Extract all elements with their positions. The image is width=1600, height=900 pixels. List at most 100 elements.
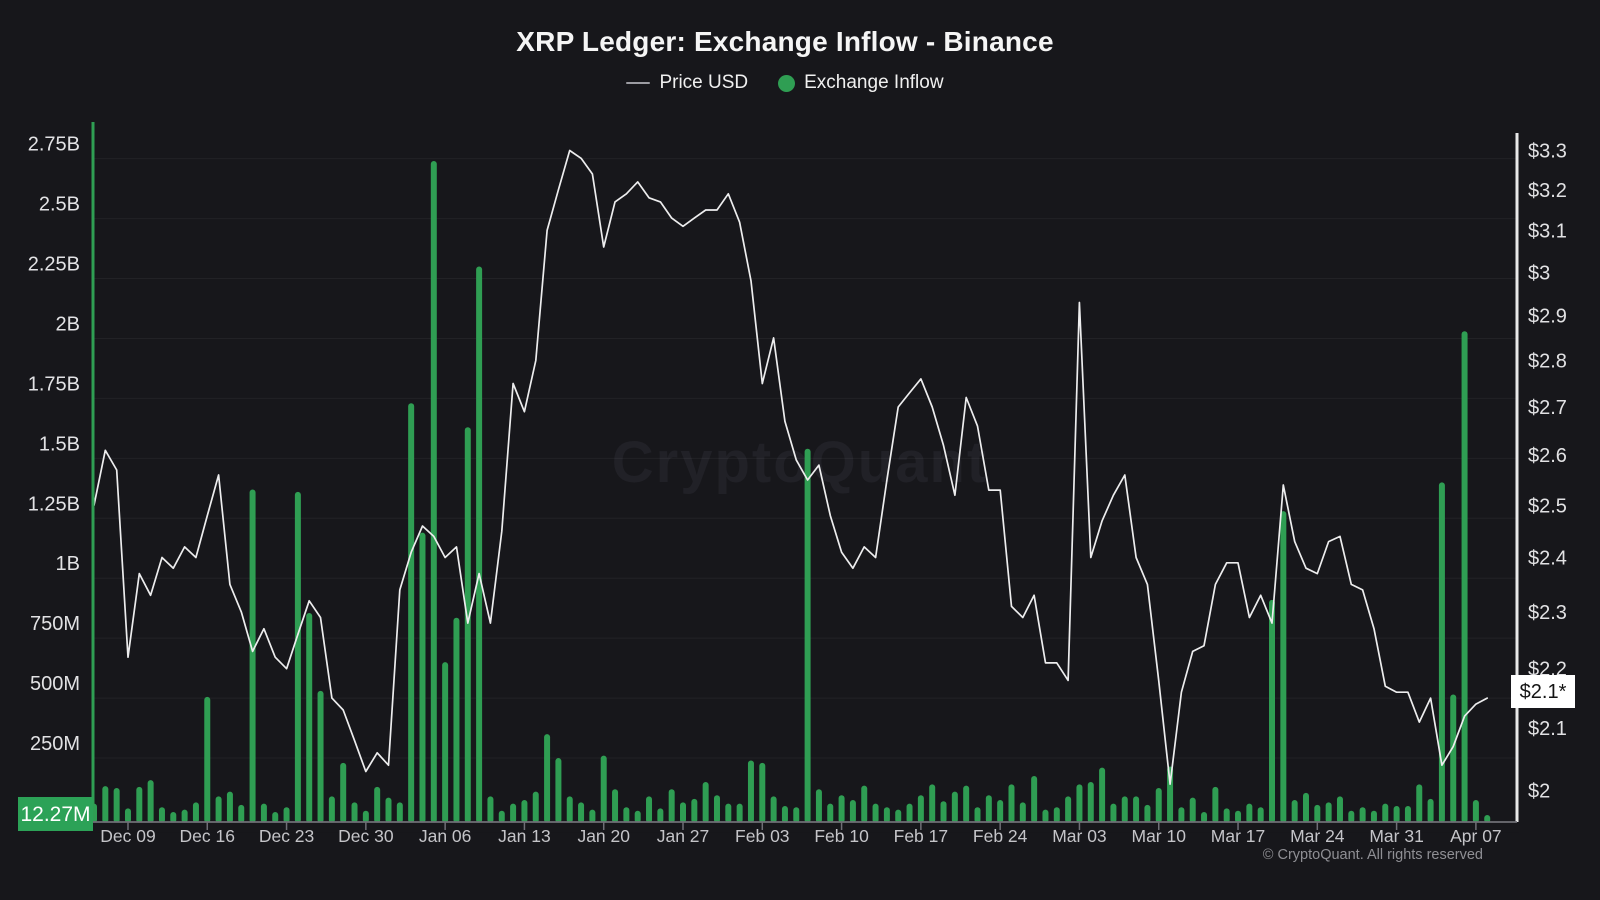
inflow-bar[interactable] — [555, 758, 562, 823]
inflow-bar[interactable] — [1019, 802, 1026, 823]
inflow-bar[interactable] — [1076, 784, 1083, 823]
price-line[interactable] — [93, 149, 1489, 786]
inflow-bar[interactable] — [1427, 798, 1434, 823]
inflow-bar[interactable] — [317, 690, 324, 823]
inflow-bar[interactable] — [351, 802, 358, 823]
inflow-bar[interactable] — [883, 807, 890, 823]
inflow-bar[interactable] — [430, 161, 437, 823]
inflow-bar[interactable] — [1065, 796, 1072, 823]
inflow-bar[interactable] — [1133, 796, 1140, 823]
inflow-bar[interactable] — [623, 807, 630, 823]
inflow-bar[interactable] — [408, 403, 415, 823]
inflow-bar[interactable] — [340, 762, 347, 823]
inflow-bar[interactable] — [238, 804, 245, 823]
legend-item-price[interactable]: Price USD — [626, 72, 748, 94]
inflow-bar[interactable] — [464, 427, 471, 823]
inflow-bar[interactable] — [102, 786, 109, 823]
inflow-bar[interactable] — [510, 803, 517, 823]
inflow-bar[interactable] — [181, 809, 188, 823]
inflow-bar[interactable] — [1370, 810, 1377, 823]
inflow-bar[interactable] — [419, 532, 426, 823]
inflow-bar[interactable] — [680, 802, 687, 823]
inflow-bar[interactable] — [985, 795, 992, 823]
inflow-bar[interactable] — [1257, 807, 1264, 823]
inflow-bar[interactable] — [544, 734, 551, 823]
inflow-bar[interactable] — [1348, 810, 1355, 823]
inflow-bar[interactable] — [453, 617, 460, 823]
inflow-bar[interactable] — [1189, 797, 1196, 823]
inflow-bar[interactable] — [1053, 807, 1060, 823]
inflow-bar[interactable] — [827, 803, 834, 823]
inflow-bar[interactable] — [849, 800, 856, 823]
inflow-bar[interactable] — [476, 266, 483, 823]
inflow-bar[interactable] — [226, 791, 233, 823]
inflow-bar[interactable] — [612, 789, 619, 823]
inflow-bar[interactable] — [668, 789, 675, 823]
inflow-bar[interactable] — [1155, 788, 1162, 823]
inflow-bar[interactable] — [158, 807, 165, 823]
inflow-bar[interactable] — [521, 800, 528, 823]
inflow-bar[interactable] — [1223, 808, 1230, 823]
inflow-bar[interactable] — [781, 806, 788, 823]
inflow-bar[interactable] — [1438, 482, 1445, 823]
inflow-bar[interactable] — [1212, 786, 1219, 823]
inflow-bar[interactable] — [1121, 796, 1128, 823]
inflow-bar[interactable] — [747, 760, 754, 823]
inflow-bar[interactable] — [294, 491, 301, 823]
inflow-bar[interactable] — [1178, 807, 1185, 823]
inflow-bar[interactable] — [113, 788, 120, 823]
inflow-bar[interactable] — [1144, 804, 1151, 823]
inflow-bar[interactable] — [589, 809, 596, 823]
inflow-bar[interactable] — [1031, 776, 1038, 823]
inflow-bar[interactable] — [691, 798, 698, 823]
inflow-bar[interactable] — [192, 802, 199, 823]
inflow-bar[interactable] — [974, 807, 981, 823]
inflow-bar[interactable] — [306, 613, 313, 823]
inflow-bar[interactable] — [532, 791, 539, 823]
inflow-bar[interactable] — [170, 812, 177, 823]
inflow-bar[interactable] — [578, 802, 585, 823]
inflow-bar[interactable] — [1291, 800, 1298, 823]
legend-item-inflow[interactable]: Exchange Inflow — [778, 72, 944, 94]
inflow-bar[interactable] — [1280, 511, 1287, 823]
inflow-bar[interactable] — [260, 803, 267, 823]
inflow-bar[interactable] — [1235, 810, 1242, 823]
inflow-bar[interactable] — [646, 796, 653, 823]
inflow-bar[interactable] — [272, 812, 279, 823]
inflow-bar[interactable] — [872, 803, 879, 823]
inflow-bar[interactable] — [1314, 804, 1321, 823]
inflow-bar[interactable] — [1246, 803, 1253, 823]
inflow-bar[interactable] — [702, 782, 709, 823]
inflow-bar[interactable] — [1302, 792, 1309, 823]
inflow-bar[interactable] — [736, 803, 743, 823]
inflow-bar[interactable] — [1336, 796, 1343, 823]
inflow-bar[interactable] — [1042, 809, 1049, 823]
inflow-bar[interactable] — [1393, 806, 1400, 823]
inflow-bar[interactable] — [1110, 803, 1117, 823]
inflow-bar[interactable] — [770, 796, 777, 823]
inflow-bar[interactable] — [1087, 782, 1094, 823]
inflow-bar[interactable] — [1008, 784, 1015, 823]
inflow-bar[interactable] — [1359, 807, 1366, 823]
inflow-bar[interactable] — [895, 809, 902, 823]
inflow-bar[interactable] — [793, 807, 800, 823]
inflow-bar[interactable] — [815, 789, 822, 823]
inflow-bar[interactable] — [1099, 767, 1106, 823]
inflow-bar[interactable] — [951, 791, 958, 823]
inflow-bar[interactable] — [566, 796, 573, 823]
inflow-bar[interactable] — [328, 796, 335, 823]
inflow-bar[interactable] — [657, 808, 664, 823]
inflow-bar[interactable] — [362, 810, 369, 823]
inflow-bar[interactable] — [1461, 331, 1468, 823]
inflow-bar[interactable] — [1269, 599, 1276, 823]
inflow-bar[interactable] — [1484, 815, 1491, 823]
inflow-bar[interactable] — [838, 795, 845, 823]
inflow-bar[interactable] — [634, 810, 641, 823]
inflow-bar[interactable] — [204, 696, 211, 823]
inflow-bar[interactable] — [498, 810, 505, 823]
inflow-bar[interactable] — [147, 780, 154, 823]
inflow-bar[interactable] — [940, 801, 947, 823]
inflow-bar[interactable] — [1416, 784, 1423, 823]
inflow-bar[interactable] — [487, 796, 494, 823]
